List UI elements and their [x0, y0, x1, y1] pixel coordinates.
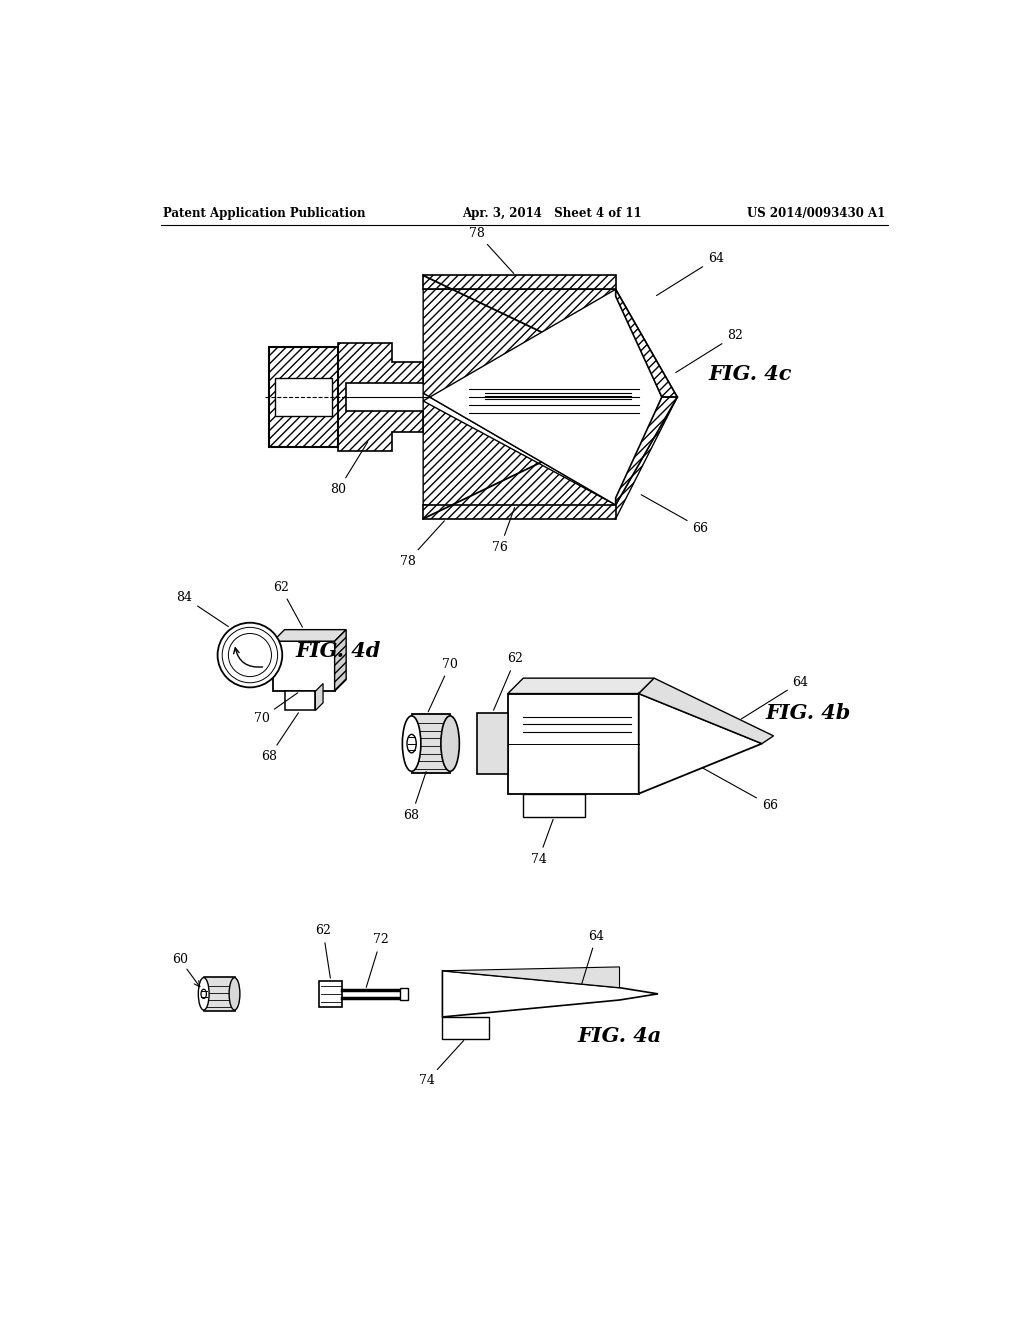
Polygon shape: [204, 977, 234, 1011]
Polygon shape: [423, 276, 615, 289]
Polygon shape: [639, 678, 773, 743]
Polygon shape: [275, 378, 333, 416]
Text: 66: 66: [702, 768, 777, 812]
Text: 70: 70: [254, 693, 298, 725]
Text: 70: 70: [428, 657, 458, 711]
Polygon shape: [477, 713, 508, 775]
Polygon shape: [423, 397, 677, 519]
Text: Apr. 3, 2014   Sheet 4 of 11: Apr. 3, 2014 Sheet 4 of 11: [462, 207, 641, 220]
Polygon shape: [423, 289, 662, 506]
Polygon shape: [442, 970, 658, 1016]
Polygon shape: [319, 981, 342, 1007]
Text: 74: 74: [530, 820, 553, 866]
Text: 72: 72: [367, 933, 389, 987]
Polygon shape: [423, 289, 677, 506]
Text: 62: 62: [272, 581, 302, 627]
Polygon shape: [508, 693, 639, 793]
Polygon shape: [615, 289, 677, 397]
Text: 64: 64: [582, 929, 604, 983]
Polygon shape: [523, 793, 585, 817]
Text: 76: 76: [493, 507, 515, 554]
Text: 78: 78: [399, 521, 444, 568]
Text: 62: 62: [494, 652, 523, 710]
Ellipse shape: [402, 715, 421, 771]
Polygon shape: [442, 966, 620, 987]
Polygon shape: [285, 692, 315, 710]
Text: 82: 82: [676, 329, 743, 372]
Text: 62: 62: [315, 924, 331, 978]
Text: 84: 84: [176, 591, 228, 627]
Text: 80: 80: [331, 442, 368, 496]
Text: US 2014/0093430 A1: US 2014/0093430 A1: [746, 207, 885, 220]
Text: 66: 66: [641, 495, 709, 535]
Text: 68: 68: [261, 713, 298, 763]
Text: FIG. 4b: FIG. 4b: [766, 702, 851, 723]
Text: 74: 74: [419, 1040, 464, 1088]
Text: 68: 68: [403, 772, 426, 822]
Ellipse shape: [441, 715, 460, 771]
Ellipse shape: [407, 734, 416, 752]
Text: 78: 78: [469, 227, 514, 273]
Text: Patent Application Publication: Patent Application Publication: [163, 207, 366, 220]
Polygon shape: [273, 642, 335, 692]
Polygon shape: [315, 684, 323, 710]
Polygon shape: [508, 678, 654, 693]
Text: 60: 60: [173, 953, 188, 966]
Polygon shape: [442, 1016, 488, 1039]
Text: FIG. 4a: FIG. 4a: [578, 1026, 662, 1047]
Polygon shape: [339, 343, 423, 451]
Polygon shape: [423, 506, 615, 519]
Text: 64: 64: [741, 676, 809, 719]
Polygon shape: [273, 630, 346, 642]
Text: 64: 64: [656, 252, 724, 296]
Polygon shape: [269, 347, 339, 447]
Circle shape: [217, 623, 283, 688]
Text: FIG. 4d: FIG. 4d: [296, 642, 381, 661]
Polygon shape: [335, 630, 346, 692]
Ellipse shape: [199, 978, 209, 1010]
Ellipse shape: [229, 978, 240, 1010]
Polygon shape: [615, 397, 677, 506]
Polygon shape: [639, 693, 762, 793]
Text: FIG. 4c: FIG. 4c: [709, 364, 793, 384]
Polygon shape: [400, 987, 408, 1001]
Ellipse shape: [201, 989, 207, 998]
Polygon shape: [412, 714, 451, 774]
